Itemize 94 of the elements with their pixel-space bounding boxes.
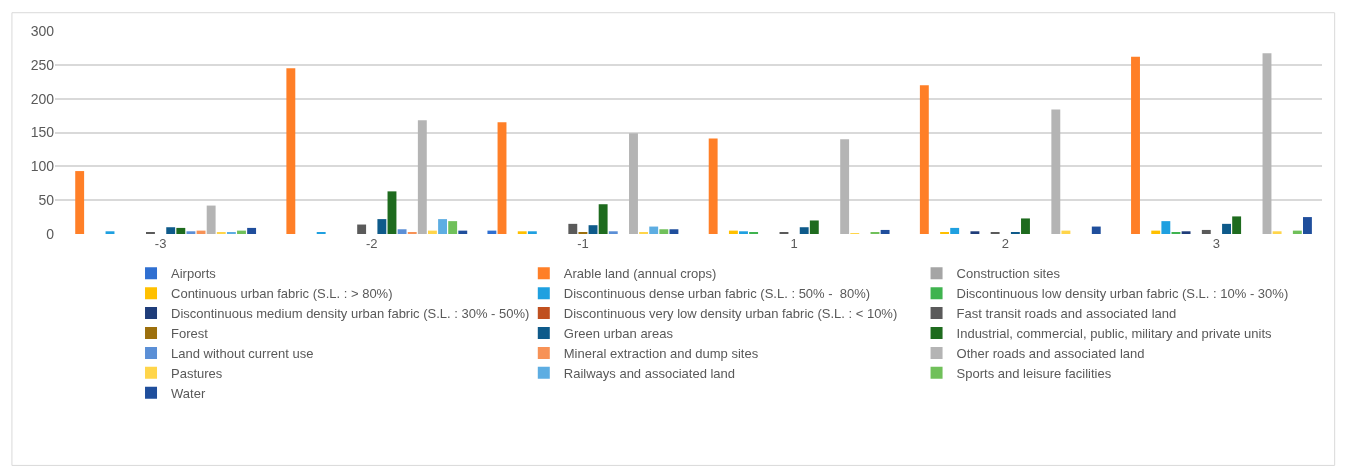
- bar: [708, 138, 718, 234]
- bar: [1272, 231, 1282, 234]
- bar: [1061, 230, 1071, 234]
- bar: [497, 122, 507, 234]
- bar: [226, 231, 236, 234]
- x-tick-label: 1: [790, 236, 798, 251]
- y-tick-label: 200: [30, 90, 55, 107]
- legend-label: Pastures: [171, 365, 223, 381]
- bar: [880, 229, 890, 234]
- bar: [387, 191, 397, 234]
- bar: [799, 227, 809, 234]
- bar: [458, 230, 468, 234]
- x-tick-label: -3: [154, 236, 167, 251]
- bar: [1302, 217, 1312, 234]
- y-tick-label: 300: [30, 22, 55, 39]
- legend-label: Forest: [171, 326, 209, 342]
- legend-label: Sports and leisure facilities: [956, 365, 1112, 381]
- bar: [649, 226, 659, 234]
- bar: [659, 229, 669, 234]
- x-tick-label: -2: [365, 236, 378, 251]
- bar: [357, 224, 367, 234]
- x-tick-label: 3: [1212, 236, 1221, 251]
- bar: [247, 227, 257, 234]
- y-tick-label: 100: [30, 158, 55, 175]
- bar: [286, 68, 296, 234]
- bar: [1051, 109, 1061, 234]
- bar: [629, 133, 638, 234]
- x-tick-label: -1: [577, 236, 589, 251]
- legend-label: Construction sites: [956, 266, 1061, 282]
- bar: [1222, 223, 1231, 234]
- bar: [1021, 218, 1030, 234]
- bar: [840, 139, 850, 234]
- bar: [487, 230, 497, 234]
- legend-label: Industrial, commercial, public, military and private units: [956, 326, 1273, 342]
- bar: [639, 231, 649, 234]
- legend-label: Mineral extraction and dump sites: [563, 345, 759, 361]
- bar: [105, 231, 115, 234]
- y-tick-label: 50: [38, 192, 55, 209]
- bar: [316, 231, 326, 234]
- bar: [407, 231, 417, 234]
- legend-label: Other roads and associated land: [956, 345, 1145, 361]
- legend-label: Water: [171, 385, 206, 401]
- bar: [527, 231, 537, 234]
- legend-label: Airports: [171, 266, 217, 282]
- bar: [728, 230, 738, 234]
- bar: [598, 204, 608, 234]
- legend-label: Land without current use: [171, 345, 314, 361]
- bar: [950, 227, 960, 234]
- y-tick-label: 150: [30, 124, 55, 141]
- bar: [568, 223, 578, 234]
- bar: [377, 219, 387, 234]
- bar: [739, 231, 748, 234]
- bar: [588, 225, 598, 234]
- x-tick-label: 2: [1001, 236, 1009, 251]
- bar: [1181, 231, 1191, 234]
- bar: [166, 227, 176, 234]
- legend-label: Discontinuous dense urban fabric (S.L. : 50% - 80%): [563, 286, 871, 302]
- legend-label: Railways and associated land: [563, 365, 736, 381]
- bar: [1131, 56, 1140, 234]
- y-tick-label: 250: [30, 56, 55, 73]
- legend-label: Fast transit roads and associated land: [956, 306, 1177, 322]
- bar: [669, 229, 679, 234]
- legend-label: Continuous urban fabric (S.L. : > 80%): [171, 286, 393, 302]
- legend-label: Discontinuous medium density urban fabric (S.L. : 30% - 50%): [171, 306, 530, 322]
- bar: [1292, 230, 1302, 234]
- bar: [1232, 216, 1242, 234]
- y-tick-label: 0: [46, 225, 55, 242]
- bar: [176, 227, 186, 234]
- bar: [970, 231, 980, 234]
- bar: [1161, 221, 1171, 234]
- bar: [397, 229, 407, 234]
- bar: [1201, 229, 1211, 234]
- bar: [608, 231, 618, 234]
- bar: [216, 231, 226, 234]
- bar: [1091, 226, 1101, 234]
- bar: [417, 120, 427, 234]
- bar: [1151, 230, 1161, 234]
- bar: [919, 85, 929, 234]
- bar: [809, 220, 819, 234]
- bar: [427, 230, 437, 234]
- bar: [448, 221, 458, 234]
- bar: [517, 231, 527, 234]
- legend-label: Green urban areas: [563, 326, 674, 342]
- bar: [186, 231, 196, 234]
- legend-label: Discontinuous low density urban fabric (S.L. : 10% - 30%): [956, 286, 1289, 302]
- legend-label: Discontinuous very low density urban fabric (S.L. : < 10%): [563, 306, 898, 322]
- bar: [75, 171, 85, 234]
- bar: [146, 231, 155, 234]
- bar: [990, 231, 1000, 234]
- legend-label: Arable land (annual crops): [563, 266, 717, 282]
- bar: [206, 205, 216, 234]
- bar: [237, 230, 246, 234]
- bar: [1262, 53, 1272, 234]
- bar: [438, 219, 447, 234]
